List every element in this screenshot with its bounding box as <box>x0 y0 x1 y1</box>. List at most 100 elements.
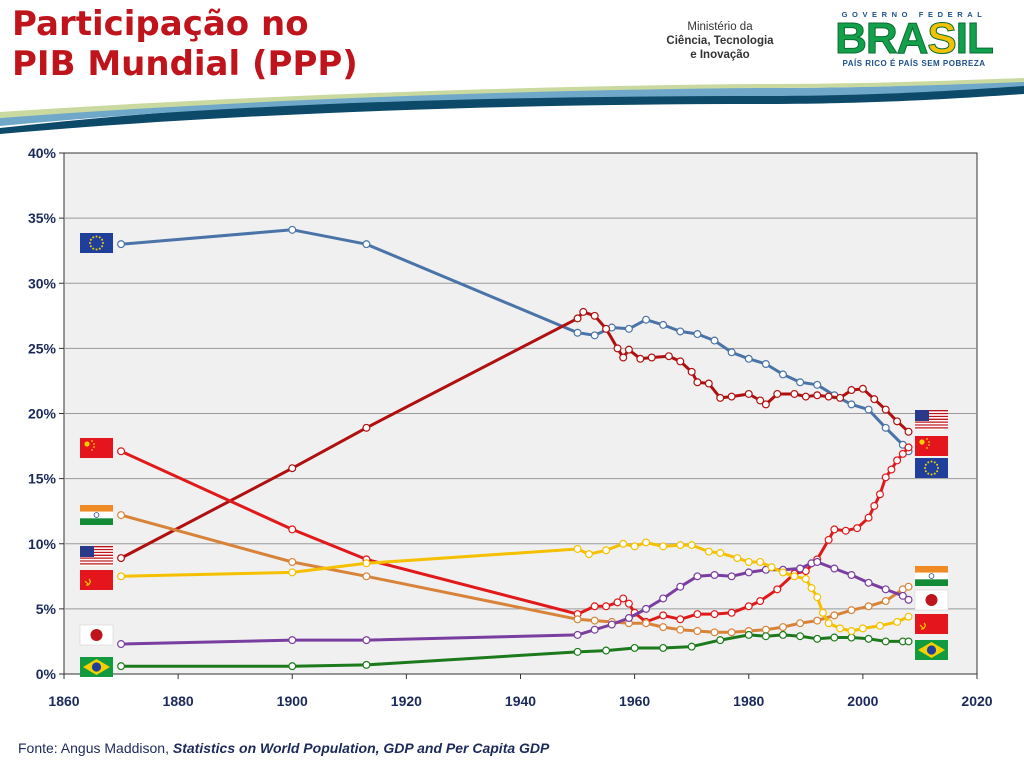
data-point-russia <box>847 627 856 636</box>
data-point-india <box>796 619 805 628</box>
data-point-usa <box>813 391 822 400</box>
china-flag <box>80 438 113 458</box>
eu-flag <box>80 233 113 253</box>
data-point-china <box>881 473 890 482</box>
data-point-usa <box>727 392 736 401</box>
data-point-russia <box>659 542 668 551</box>
data-point-usa <box>590 311 599 320</box>
data-point-india <box>288 557 297 566</box>
source-prefix: Fonte: Angus Maddison, <box>18 740 173 756</box>
data-point-brazil <box>716 636 725 645</box>
data-point-japan <box>676 582 685 591</box>
series-brazil <box>117 630 913 671</box>
data-point-japan <box>710 571 719 580</box>
data-point-china <box>830 525 839 534</box>
data-point-china <box>613 598 622 607</box>
series-india <box>117 511 913 637</box>
data-point-usa <box>847 386 856 395</box>
data-point-usa <box>858 384 867 393</box>
ministry-logo: Ministério da Ciência, Tecnologia e Inov… <box>650 20 790 62</box>
data-point-india <box>117 511 126 520</box>
data-point-brazil <box>864 634 873 643</box>
india-flag <box>915 566 948 586</box>
data-point-europe <box>117 240 126 249</box>
data-point-china <box>693 610 702 619</box>
header-swoosh <box>0 78 1024 134</box>
data-point-china <box>744 602 753 611</box>
page-title: Participação no PIB Mundial (PPP) <box>12 4 358 84</box>
data-point-japan <box>796 564 805 573</box>
data-point-japan <box>813 557 822 566</box>
data-point-india <box>761 625 770 634</box>
data-point-india <box>590 616 599 625</box>
gov-slogan: PAÍS RICO É PAÍS SEM POBREZA <box>842 59 986 68</box>
series-usa <box>117 307 913 563</box>
data-point-india <box>710 628 719 637</box>
data-point-usa <box>881 405 890 414</box>
data-point-brazil <box>687 642 696 651</box>
source-title: Statistics on World Population, GDP and … <box>172 740 550 756</box>
data-point-usa <box>716 393 725 402</box>
data-point-russia <box>619 539 628 548</box>
data-point-europe <box>727 348 736 357</box>
title-line-1: Participação no <box>12 4 309 44</box>
data-point-brazil <box>744 630 753 639</box>
data-point-usa <box>288 464 297 473</box>
data-point-usa <box>761 400 770 409</box>
data-point-china <box>898 449 907 458</box>
data-point-china <box>619 594 628 603</box>
data-point-china <box>773 585 782 594</box>
data-point-india <box>362 572 371 581</box>
data-point-europe <box>573 328 582 337</box>
ministry-line-3: e Inovação <box>690 49 750 61</box>
data-point-russia <box>687 541 696 550</box>
data-point-russia <box>801 574 810 583</box>
data-point-usa <box>756 396 765 405</box>
data-point-usa <box>664 352 673 361</box>
source-note: Fonte: Angus Maddison, Statistics on Wor… <box>18 740 549 756</box>
data-point-china <box>864 513 873 522</box>
data-point-india <box>676 625 685 634</box>
data-point-usa <box>836 393 845 402</box>
data-point-usa <box>773 389 782 398</box>
data-point-europe <box>676 327 685 336</box>
data-point-brazil <box>830 633 839 642</box>
data-point-russia <box>813 593 822 602</box>
data-point-japan <box>881 585 890 594</box>
data-point-europe <box>710 336 719 345</box>
data-point-usa <box>704 379 713 388</box>
data-point-russia <box>767 563 776 572</box>
x-tick-label: 2020 <box>961 693 992 709</box>
data-point-europe <box>642 315 651 324</box>
data-point-brazil <box>362 660 371 669</box>
data-point-japan <box>288 636 297 645</box>
data-point-brazil <box>630 643 639 652</box>
data-point-europe <box>796 378 805 387</box>
data-point-brazil <box>659 643 668 652</box>
data-point-usa <box>579 307 588 316</box>
data-point-russia <box>288 568 297 577</box>
ussr-flag <box>80 570 113 590</box>
y-tick-label: 10% <box>28 536 57 552</box>
data-point-russia <box>875 621 884 630</box>
data-point-usa <box>693 378 702 387</box>
x-tick-label: 1980 <box>733 693 764 709</box>
x-tick-label: 1960 <box>619 693 650 709</box>
x-tick-label: 1900 <box>277 693 308 709</box>
data-point-india <box>830 611 839 620</box>
data-point-russia <box>744 557 753 566</box>
data-point-usa <box>619 353 628 362</box>
data-point-china <box>841 526 850 535</box>
data-point-usa <box>624 345 633 354</box>
series-line-china <box>120 446 910 624</box>
data-point-japan <box>624 613 633 622</box>
brasil-wordmark: BRASIL <box>835 14 995 63</box>
eu-flag <box>915 458 948 478</box>
y-tick-label: 0% <box>36 666 57 682</box>
series-russia <box>117 538 913 636</box>
data-point-russia <box>630 542 639 551</box>
data-point-brazil <box>847 633 856 642</box>
data-point-brazil <box>117 662 126 671</box>
data-point-usa <box>801 392 810 401</box>
data-point-india <box>693 627 702 636</box>
